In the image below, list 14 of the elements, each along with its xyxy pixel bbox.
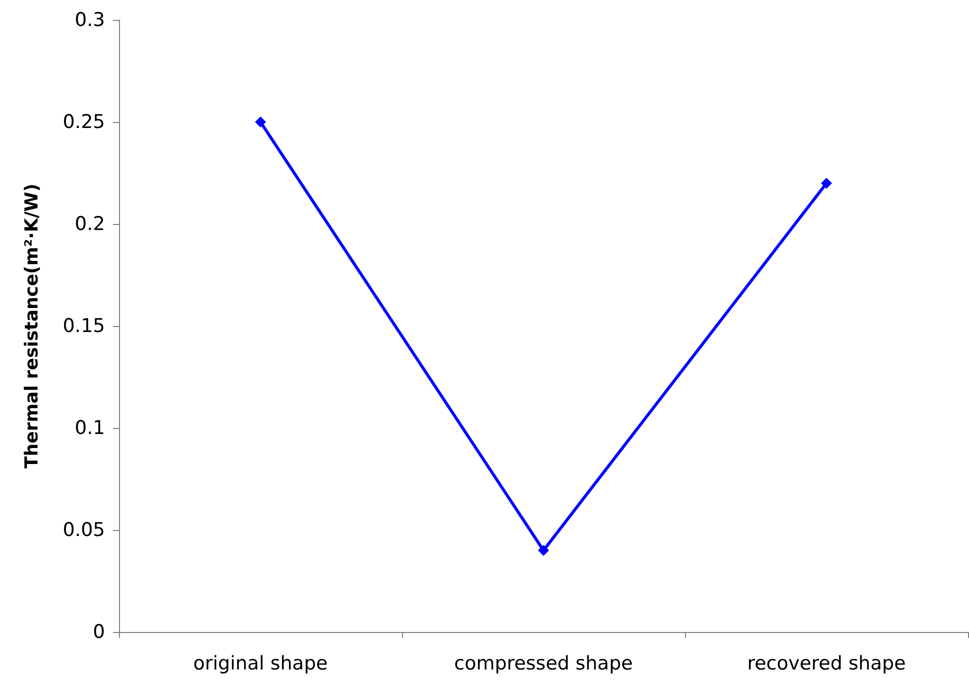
- y-tick-label: 0.1: [74, 417, 105, 439]
- x-tick-label: original shape: [193, 652, 328, 674]
- point: [538, 544, 549, 556]
- point: [255, 116, 266, 128]
- y-tick-label: 0.15: [62, 315, 105, 337]
- x-tick-label: recovered shape: [747, 652, 906, 674]
- y-tick-label: 0.3: [74, 9, 105, 31]
- y-tick-label: 0.05: [62, 519, 105, 541]
- y-tick-label: 0: [92, 621, 105, 643]
- point: [821, 178, 832, 189]
- y-tick-label: 0.25: [62, 111, 105, 133]
- y-tick-label: 0.2: [74, 213, 105, 235]
- x-tick-label: compressed shape: [454, 652, 633, 674]
- y-axis-title: Thermal resistance(m²·K/W): [22, 184, 42, 468]
